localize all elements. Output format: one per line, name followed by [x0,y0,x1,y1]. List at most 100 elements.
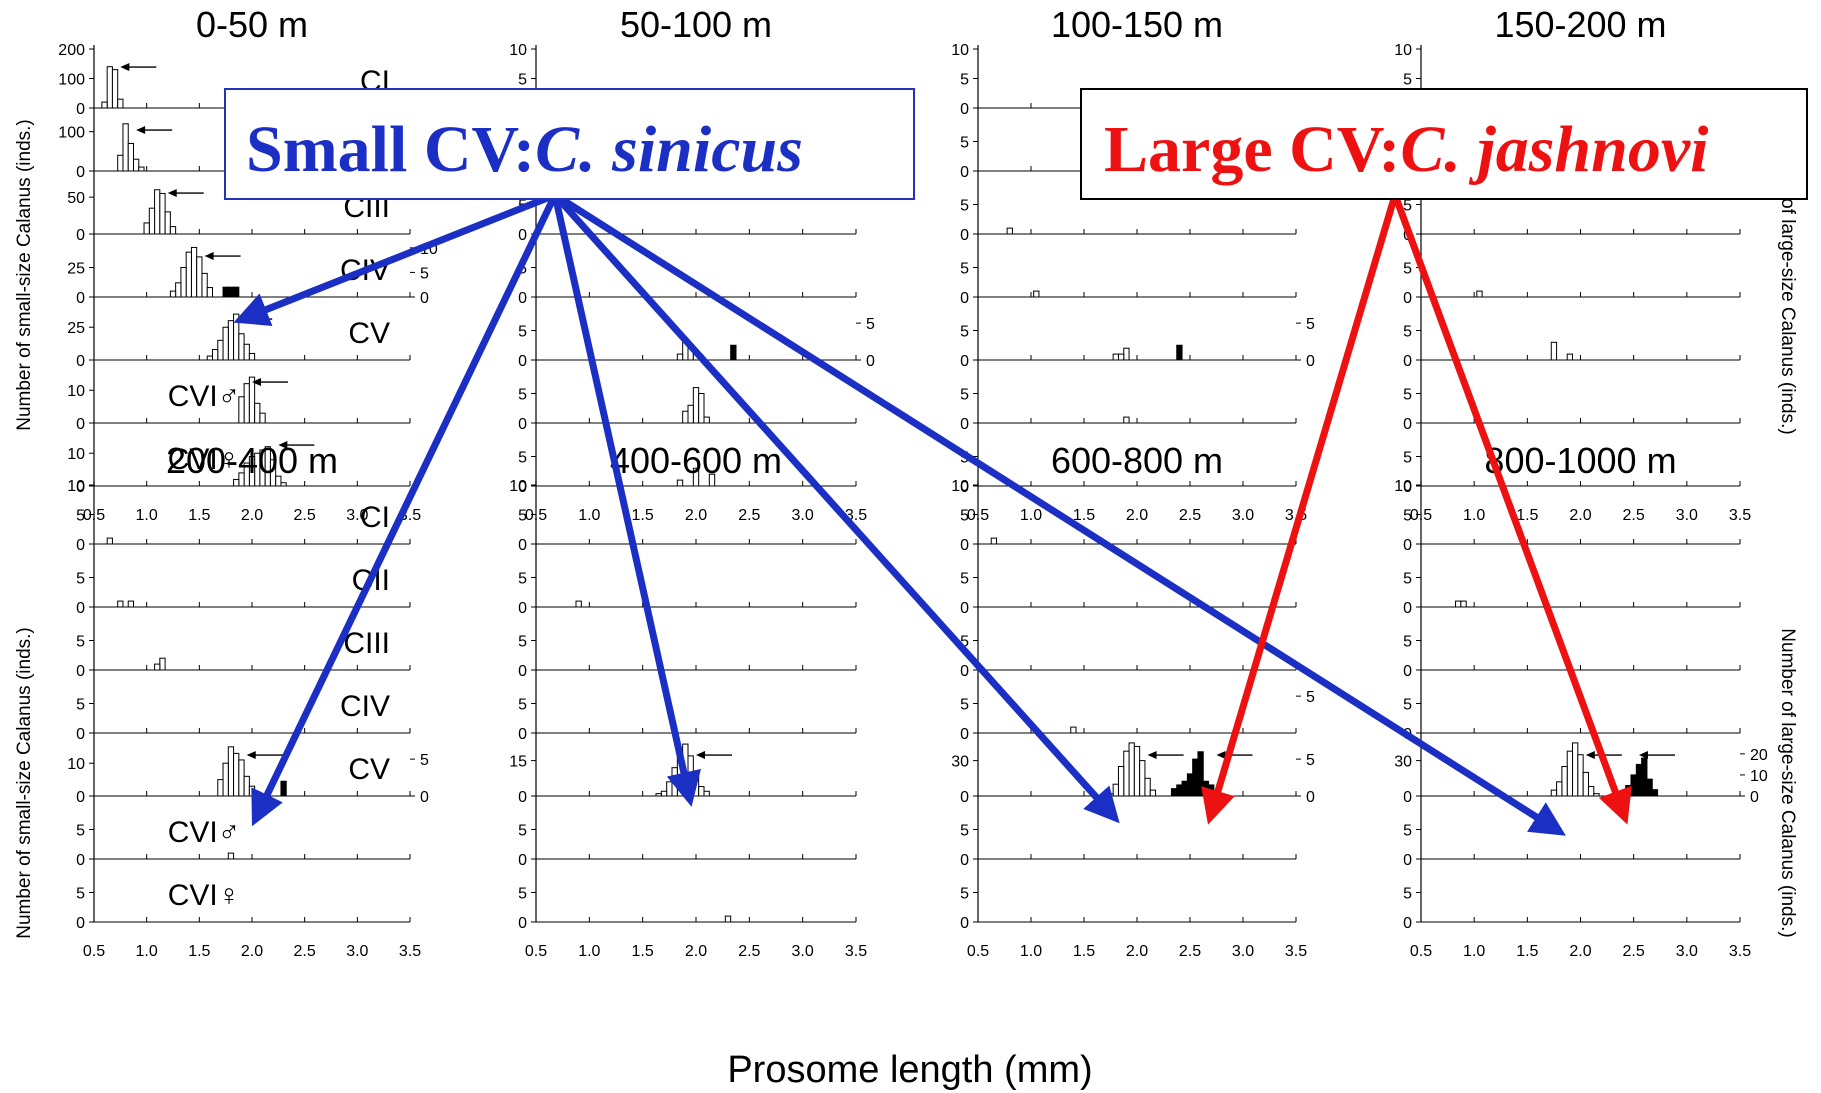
bar-small [259,412,266,424]
bar-small [655,793,662,797]
stage-label: CV [348,317,390,350]
bar-small [1112,783,1119,797]
x-tick-label: 2.5 [1623,943,1645,960]
bar-small [206,355,214,361]
bar-small [1587,786,1595,797]
x-tick-label: 2.0 [1126,943,1148,960]
right-tick-label: 5 [420,265,429,282]
panel-5: 400-600 m 10 5 0 5 0 5 0 5 0 15 0 5 0 5 0 0.5 1.0 1.5 2.0 2.… [509,440,867,960]
mean-arrow-head [252,378,261,387]
bar-small [222,326,229,361]
mean-arrow-head [204,252,214,261]
bar-small [233,313,240,361]
right-tick-label: 0 [1750,789,1759,806]
stage-label: CI [360,501,390,534]
bar-small [138,166,145,172]
stage-label: CIV [340,690,390,723]
red-callout-arrow [1201,194,1399,825]
bar-small [190,246,198,298]
bar-small [159,657,166,671]
right-tick-label: 5 [866,316,875,333]
y-tick-label: 5 [1403,198,1412,215]
y-tick-label: 0 [960,789,969,806]
y-tick-label: 0 [76,789,85,806]
y-tick-label: 0 [960,416,969,433]
x-tick-label: 0.5 [1410,943,1432,960]
y-tick-label: 5 [518,634,527,651]
bar-small [243,775,250,797]
bar-small [575,600,582,608]
bar-small [248,785,256,797]
y-tick-label: 0 [1403,600,1412,617]
right-tick-label: 10 [1750,768,1768,785]
y-tick-label: 0 [76,164,85,181]
right-tick-label: 5 [1306,689,1315,706]
x-tick-label: 2.0 [1569,943,1591,960]
y-tick-label: 10 [67,383,85,400]
right-tick-label: 0 [866,353,875,370]
y-tick-label: 0 [76,663,85,680]
x-tick-label: 2.5 [294,507,316,524]
red-callout-arrow [1391,193,1632,825]
x-tick-label: 1.5 [632,943,654,960]
y-tick-label: 0 [960,101,969,118]
bar-small [1123,347,1130,361]
blue-callout-arrow [251,193,559,827]
bar-large [280,780,287,797]
x-tick-label: 1.5 [188,943,210,960]
mean-arrow-head [167,189,177,198]
x-tick-label: 1.0 [136,507,158,524]
bar-small [692,467,700,487]
y-tick-label: 5 [518,450,527,467]
bar-small [212,349,219,361]
bar-small [666,781,673,797]
bar-small [154,189,161,235]
bar-large [1630,774,1637,797]
y-tick-label: 0 [518,416,527,433]
bar-small [164,211,171,235]
y-tick-label: 0 [518,663,527,680]
y-tick-label: 0 [518,227,527,244]
bar-small [122,123,129,172]
bar-small [1556,781,1563,797]
y-tick-label: 5 [76,697,85,714]
bar-small [1577,754,1584,797]
y-tick-label: 100 [58,125,85,142]
y-tick-label: 5 [1403,886,1412,903]
bar-small [117,98,124,109]
y-tick-label: 5 [960,324,969,341]
x-tick-label: 3.0 [346,507,368,524]
x-tick-label: 2.0 [241,507,263,524]
x-tick-label: 3.5 [845,943,867,960]
x-tick-label: 1.5 [1516,943,1538,960]
panel-4: 200-400 m1050CI50CII50CIII50CIV10050CV50… [67,440,429,960]
y-tick-label: 0 [76,726,85,743]
bar-large [1170,788,1178,797]
y-tick-label: 50 [67,190,85,207]
y-tick-label: 0 [1403,353,1412,370]
x-tick-label: 3.5 [1285,943,1307,960]
y-tick-label: 5 [960,634,969,651]
bar-small [127,142,135,172]
bar-large [1641,757,1648,797]
panel-title: 100-150 m [1051,4,1223,45]
y-tick-label: 25 [67,261,85,278]
bar-small [990,537,998,545]
x-tick-label: 1.0 [1463,507,1485,524]
y-tick-label: 25 [67,320,85,337]
y-tick-label: 0 [960,353,969,370]
mean-arrow-head [1585,751,1595,760]
y-tick-label: 10 [509,478,527,495]
x-tick-label: 2.5 [1179,507,1201,524]
large-cv-species: C. jashnovi [1400,113,1709,186]
y-tick-label: 5 [518,324,527,341]
y-axis-label-right-top: Number of large-size Calanus (inds.) [1777,125,1798,434]
bar-small [1149,789,1157,797]
y-tick-label: 0 [960,663,969,680]
bar-small [703,416,710,424]
bar-small [275,475,282,487]
y-tick-label: 0 [518,290,527,307]
y-tick-label: 5 [960,261,969,278]
bar-large [227,286,235,298]
